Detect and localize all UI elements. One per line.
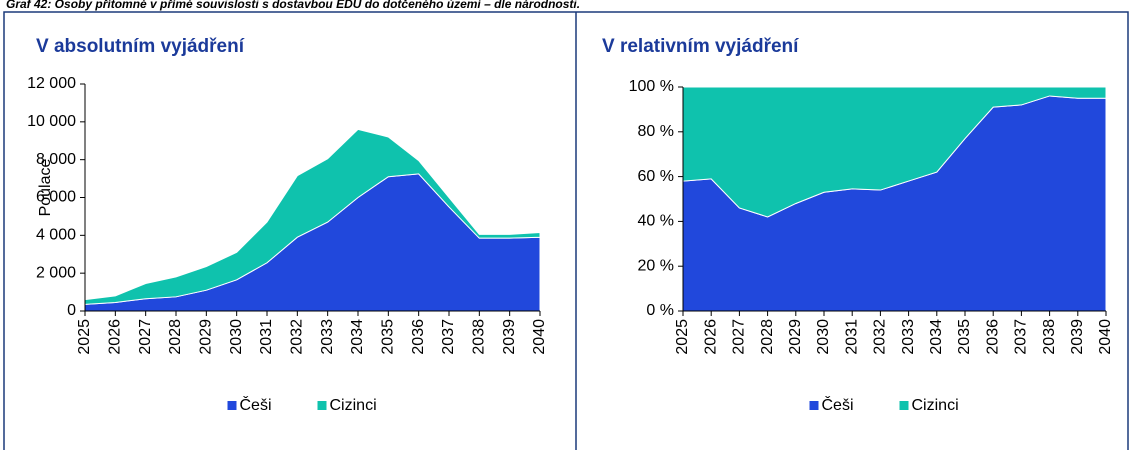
x-tick-label: 2036	[410, 319, 427, 355]
legend-swatch	[899, 401, 909, 410]
x-tick-label: 2026	[702, 319, 719, 355]
y-tick-label: 60 %	[638, 168, 674, 185]
y-tick-label: 20 %	[638, 257, 674, 274]
x-tick-label: 2035	[380, 319, 397, 355]
x-tick-label: 2035	[956, 319, 973, 355]
frame	[3, 11, 1129, 450]
caption: Graf 42: Osoby přítomné v přímé souvislo…	[6, 0, 580, 11]
x-tick-label: 2031	[258, 319, 275, 355]
x-tick-label: 2027	[731, 319, 748, 355]
y-tick-label: 0	[67, 302, 76, 319]
x-tick-label: 2028	[167, 319, 184, 355]
x-tick-label: 2030	[815, 319, 832, 355]
x-tick-label: 2029	[198, 319, 215, 355]
x-tick-label: 2025	[674, 319, 691, 355]
x-tick-label: 2038	[1041, 319, 1058, 355]
x-tick-label: 2030	[228, 319, 245, 355]
area	[682, 86, 1107, 218]
y-tick-label: 12 000	[27, 75, 76, 92]
x-tick-label: 2036	[984, 319, 1001, 355]
y-tick-label: 2 000	[36, 264, 76, 281]
x-tick-label: 2037	[440, 319, 457, 355]
x-tick-label: 2027	[137, 319, 154, 355]
chart-title: V relativním vyjádření	[602, 36, 799, 57]
y-tick-label: 4 000	[36, 227, 76, 244]
legend-label: Češi	[240, 395, 272, 414]
x-tick-label: 2029	[787, 319, 804, 355]
y-tick-label: 6 000	[36, 189, 76, 206]
legend-label: Cizinci	[912, 397, 959, 414]
x-tick-label: 2039	[1069, 319, 1086, 355]
legend-swatch	[227, 401, 237, 410]
x-tick-label: 2032	[872, 319, 889, 355]
y-tick-label: 40 %	[638, 213, 674, 230]
x-tick-label: 2038	[471, 319, 488, 355]
legend-label: Cizinci	[330, 397, 377, 414]
y-tick-label: 0 %	[646, 302, 674, 319]
y-axis-label: Poulace	[37, 158, 54, 216]
chart-title: V absolutním vyjádření	[36, 36, 245, 57]
y-tick-label: 10 000	[27, 113, 76, 130]
x-tick-label: 2039	[501, 319, 518, 355]
legend-label: Češi	[822, 395, 854, 414]
x-tick-label: 2026	[107, 319, 124, 355]
x-tick-label: 2033	[319, 319, 336, 355]
x-tick-label: 2028	[759, 319, 776, 355]
x-tick-label: 2031	[843, 319, 860, 355]
x-tick-label: 2025	[76, 319, 93, 355]
x-tick-label: 2040	[1097, 319, 1114, 355]
y-tick-label: 80 %	[638, 123, 674, 140]
x-tick-label: 2034	[928, 319, 945, 355]
x-tick-label: 2033	[900, 319, 917, 355]
area	[84, 128, 541, 305]
x-tick-label: 2037	[1013, 319, 1030, 355]
y-tick-label: 100 %	[629, 78, 674, 95]
x-tick-label: 2034	[349, 319, 366, 355]
legend-swatch	[809, 401, 819, 410]
x-tick-label: 2032	[289, 319, 306, 355]
y-tick-label: 8 000	[36, 151, 76, 168]
x-tick-label: 2040	[531, 319, 548, 355]
legend-swatch	[317, 401, 327, 410]
